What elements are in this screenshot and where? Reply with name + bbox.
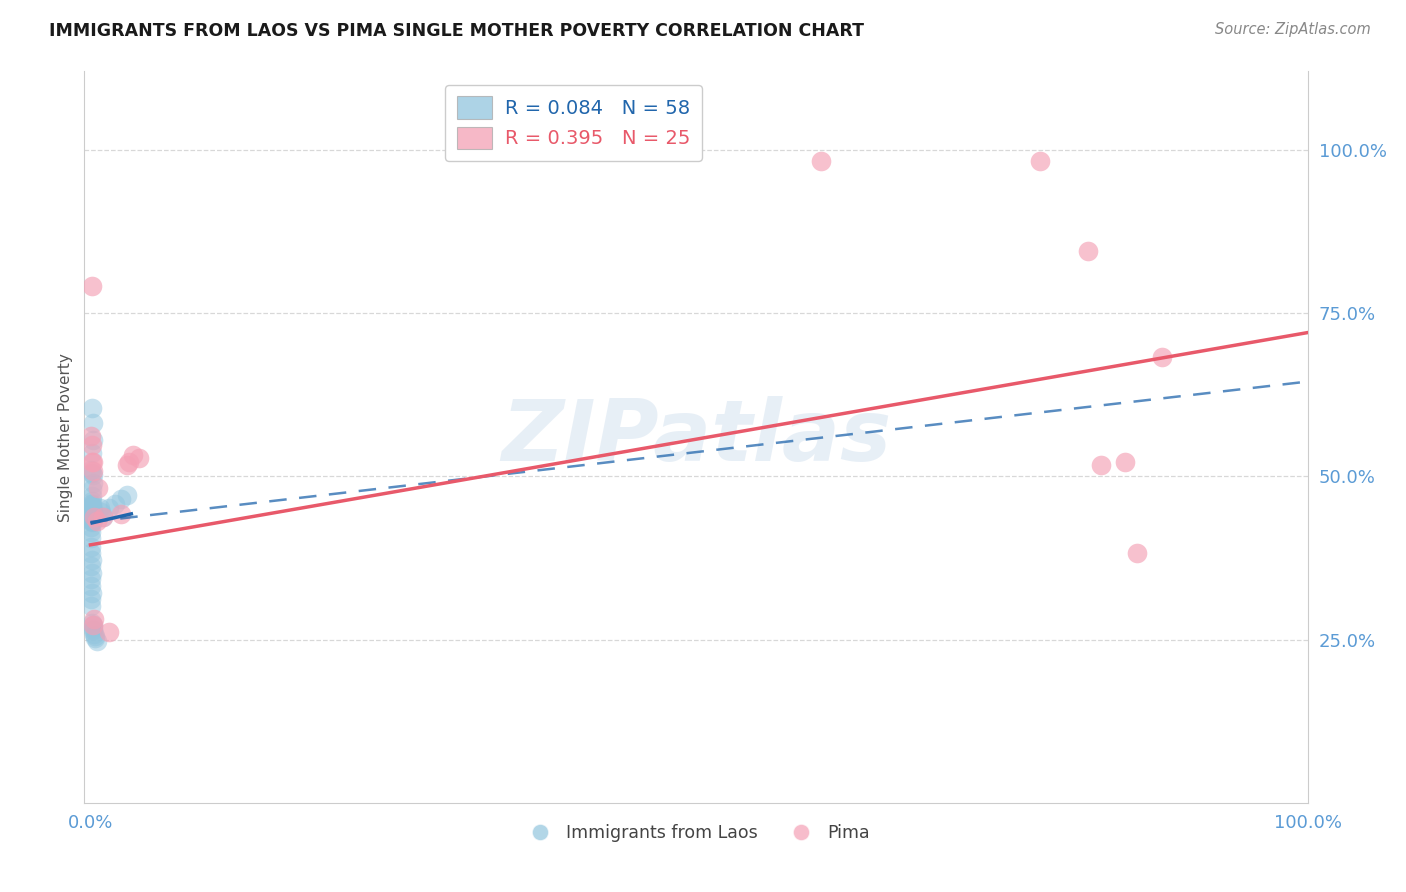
Point <box>110 507 132 521</box>
Point <box>80 499 103 513</box>
Point <box>82 507 104 521</box>
Point <box>80 546 103 560</box>
Point <box>80 573 103 587</box>
Point <box>118 455 141 469</box>
Point <box>82 566 104 580</box>
Point <box>80 494 103 508</box>
Point <box>89 500 111 515</box>
Point <box>82 467 104 482</box>
Point <box>115 458 138 472</box>
Point <box>80 512 103 526</box>
Point <box>1126 546 1149 560</box>
Point <box>80 514 103 528</box>
Point <box>80 489 103 503</box>
Point <box>80 524 103 539</box>
Point <box>80 553 103 567</box>
Point <box>810 154 832 169</box>
Point <box>82 434 104 448</box>
Point <box>1077 244 1099 258</box>
Point <box>82 623 104 637</box>
Point <box>82 618 104 632</box>
Point <box>87 481 110 495</box>
Point <box>82 514 104 528</box>
Point <box>83 627 105 641</box>
Point <box>110 492 132 507</box>
Point <box>82 475 104 490</box>
Point <box>91 509 114 524</box>
Point <box>1090 458 1112 472</box>
Point <box>80 579 103 593</box>
Point <box>84 632 107 646</box>
Point <box>82 416 104 430</box>
Point <box>82 621 104 635</box>
Point <box>80 499 103 513</box>
Point <box>80 559 103 574</box>
Point <box>82 438 104 452</box>
Point <box>80 278 103 293</box>
Text: IMMIGRANTS FROM LAOS VS PIMA SINGLE MOTHER POVERTY CORRELATION CHART: IMMIGRANTS FROM LAOS VS PIMA SINGLE MOTH… <box>49 22 865 40</box>
Point <box>80 585 103 599</box>
Point <box>80 466 103 480</box>
Point <box>83 508 105 523</box>
Point <box>122 448 145 462</box>
Point <box>82 616 104 631</box>
Point <box>83 629 105 643</box>
Point <box>82 512 104 526</box>
Point <box>80 520 103 534</box>
Point <box>80 514 103 528</box>
Point <box>80 510 103 524</box>
Point <box>128 450 150 465</box>
Point <box>1029 154 1052 169</box>
Point <box>80 429 103 443</box>
Point <box>80 509 103 524</box>
Point <box>86 514 108 528</box>
Point <box>82 455 104 469</box>
Text: ZIPatlas: ZIPatlas <box>501 395 891 479</box>
Point <box>80 599 103 613</box>
Point <box>82 446 104 460</box>
Point <box>80 592 103 607</box>
Point <box>83 612 105 626</box>
Point <box>1114 455 1136 469</box>
Point <box>80 497 103 511</box>
Y-axis label: Single Mother Poverty: Single Mother Poverty <box>58 352 73 522</box>
Point <box>86 633 108 648</box>
Point <box>1150 351 1173 365</box>
Text: Source: ZipAtlas.com: Source: ZipAtlas.com <box>1215 22 1371 37</box>
Point <box>80 483 103 497</box>
Point <box>82 455 104 469</box>
Point <box>90 505 112 519</box>
Point <box>115 487 138 501</box>
Point <box>80 531 103 545</box>
Point <box>82 618 104 632</box>
Point <box>82 401 104 415</box>
Point <box>82 515 104 529</box>
Point <box>104 497 127 511</box>
Point <box>80 505 103 519</box>
Point <box>82 509 104 524</box>
Point <box>82 464 104 478</box>
Point <box>80 497 103 511</box>
Point <box>80 507 103 521</box>
Point <box>97 624 120 639</box>
Point <box>80 540 103 554</box>
Point <box>83 509 105 524</box>
Point <box>80 463 103 477</box>
Point <box>82 503 104 517</box>
Point <box>91 509 114 524</box>
Point <box>97 500 120 515</box>
Legend: Immigrants from Laos, Pima: Immigrants from Laos, Pima <box>516 817 876 849</box>
Point <box>80 500 103 515</box>
